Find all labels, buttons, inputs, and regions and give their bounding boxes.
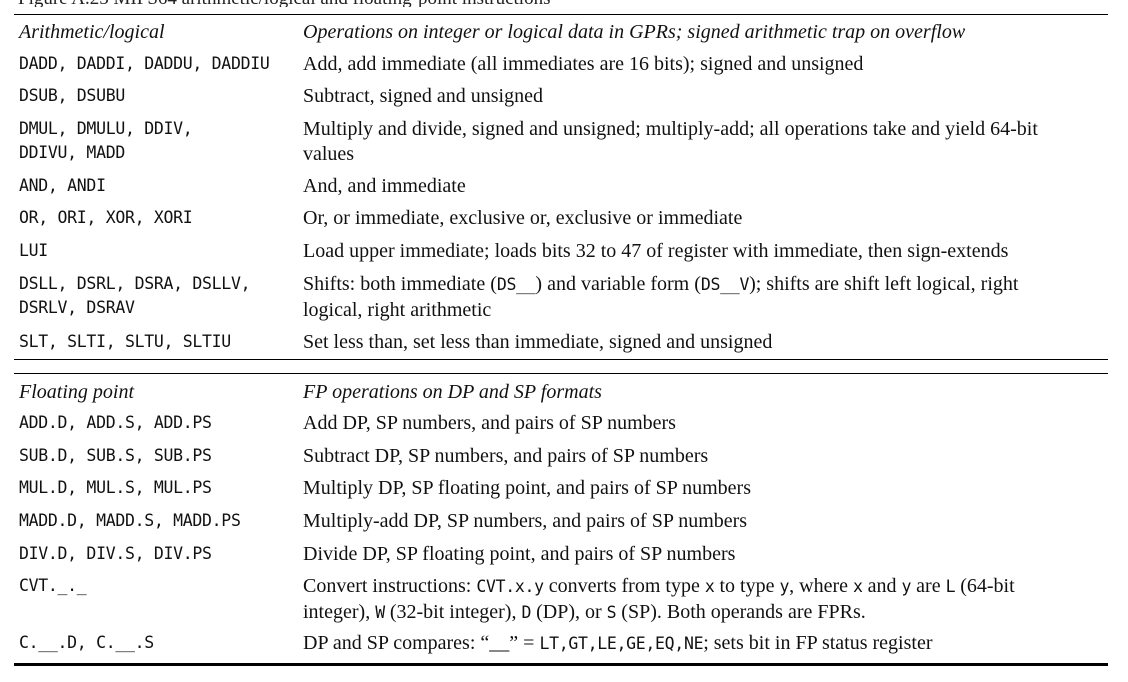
desc-text: DP and SP compares: “ [303, 632, 490, 654]
bottom-rule [14, 663, 1108, 666]
mono-token: y [901, 577, 912, 596]
instruction-cell: SUB.D, SUB.S, SUB.PS [19, 446, 212, 465]
section-divider [14, 359, 1108, 360]
category-label: Floating point [19, 381, 134, 403]
description-cell: Add DP, SP numbers, and pairs of SP numb… [303, 412, 676, 434]
desc-text: Convert instructions: [303, 575, 477, 597]
desc-text: to type [714, 575, 780, 597]
instruction-cell: AND, ANDI [19, 176, 106, 195]
description-cell: Subtract DP, SP numbers, and pairs of SP… [303, 445, 709, 467]
instruction-cell: MADD.D, MADD.S, MADD.PS [19, 511, 241, 530]
desc-text: , where [789, 575, 853, 597]
section-divider [14, 373, 1108, 374]
description-cell: Convert instructions: CVT.x.y converts f… [303, 574, 1063, 625]
mono-token: DS__ [496, 275, 536, 294]
desc-text: converts from type [543, 575, 705, 597]
mono-token: CVT.x.y [476, 577, 544, 596]
description-cell: Shifts: both immediate (DS__) and variab… [303, 272, 1078, 322]
description-cell: Multiply-add DP, SP numbers, and pairs o… [303, 510, 748, 532]
instruction-cell: DIV.D, DIV.S, DIV.PS [19, 544, 212, 563]
desc-text: ) and variable form ( [535, 273, 701, 295]
description-cell: Multiply DP, SP floating point, and pair… [303, 477, 751, 499]
description-cell: Divide DP, SP floating point, and pairs … [303, 543, 736, 565]
instruction-cell: ADD.D, ADD.S, ADD.PS [19, 413, 212, 432]
desc-text: (64-bit integer), [303, 575, 1015, 623]
description-cell: Set less than, set less than immediate, … [303, 331, 773, 353]
desc-text: Shifts: both immediate ( [303, 273, 497, 295]
mono-token: D [521, 602, 532, 622]
description-cell: Load upper immediate; loads bits 32 to 4… [303, 240, 1009, 262]
description-cell: Multiply and divide, signed and unsigned… [303, 118, 1038, 165]
instruction-cell: C.__.D, C.__.S [19, 633, 154, 652]
instruction-cell: LUI [19, 241, 48, 260]
instruction-cell: CVT._._ [19, 576, 87, 595]
mono-token: DS__V [700, 275, 750, 294]
instruction-cell: DSUB, DSUBU [19, 86, 125, 105]
description-cell: Add, add immediate (all immediates are 1… [303, 53, 864, 75]
instruction-cell: DMUL, DMULU, DDIV, DDIVU, MADD [19, 119, 193, 162]
desc-text: __ [489, 632, 510, 654]
category-description: Operations on integer or logical data in… [303, 21, 966, 43]
desc-text: ); shifts are shift left logical, right … [303, 273, 1019, 321]
mono-token: x [704, 577, 715, 596]
mono-token: W [375, 602, 385, 622]
desc-text: and [862, 575, 902, 597]
desc-text: ” = [509, 632, 540, 654]
category-description: FP operations on DP and SP formats [303, 381, 602, 403]
mono-token: y [779, 577, 790, 596]
description-cell: DP and SP compares: “__” = LT,GT,LE,GE,E… [303, 631, 1103, 657]
top-rule [14, 14, 1108, 15]
desc-text: (SP). Both operands are FPRs. [616, 600, 866, 623]
page-header-fragment: Figure A.25 MIPS64 arithmetic/logical an… [18, 0, 1108, 7]
mono-token: x [852, 577, 863, 596]
desc-text: are [911, 575, 946, 597]
instruction-cell: MUL.D, MUL.S, MUL.PS [19, 478, 212, 497]
instruction-cell: OR, ORI, XOR, XORI [19, 208, 193, 227]
mono-token: S [606, 602, 617, 622]
desc-text: ; sets bit in FP status register [703, 632, 933, 654]
description-cell: Subtract, signed and unsigned [303, 85, 543, 107]
desc-text: (32-bit integer), [384, 600, 522, 623]
instruction-cell: SLT, SLTI, SLTU, SLTIU [19, 332, 231, 351]
category-label: Arithmetic/logical [19, 21, 165, 43]
description-cell: And, and immediate [303, 175, 466, 197]
instruction-cell: DADD, DADDI, DADDU, DADDIU [19, 54, 270, 73]
instruction-cell: DSLL, DSRL, DSRA, DSLLV, DSRLV, DSRAV [19, 274, 251, 317]
mono-token: L [945, 577, 956, 596]
desc-text: (DP), or [531, 600, 607, 623]
description-cell: Or, or immediate, exclusive or, exclusiv… [303, 207, 743, 229]
mono-token: LT,GT,LE,GE,EQ,NE [539, 634, 704, 653]
